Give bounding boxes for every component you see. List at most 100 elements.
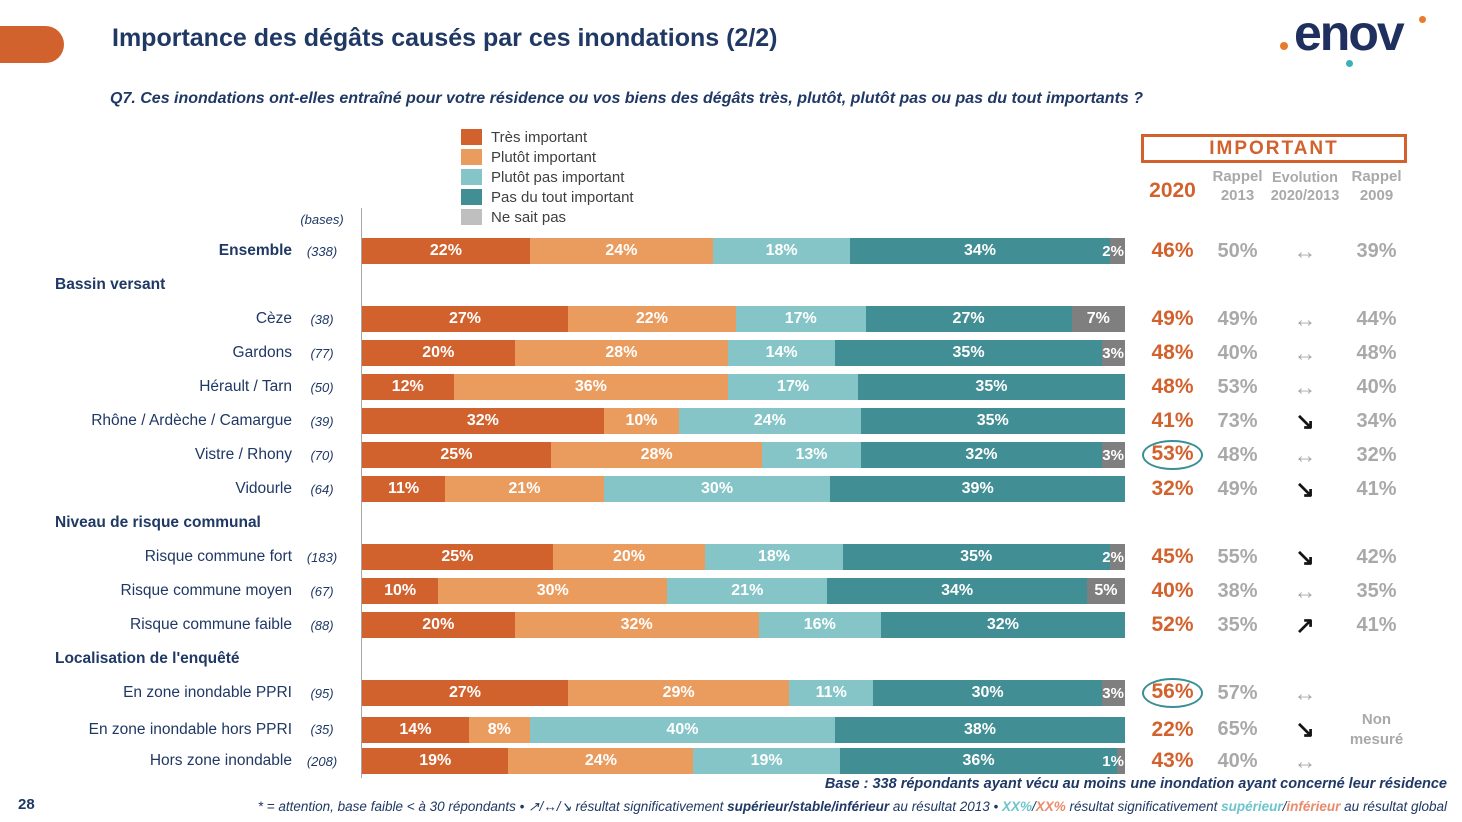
bar-segment: 32% — [860, 442, 1103, 468]
value-2020: 52% — [1151, 613, 1194, 636]
evolution-arrow-icon: ↔ — [1293, 441, 1317, 468]
row-label: Risque commune faible — [130, 616, 292, 633]
summary-col-header: Rappel 2009 — [1340, 168, 1413, 206]
bar-segment: 39% — [830, 476, 1125, 502]
bar-segment: 11% — [789, 680, 874, 706]
evolution-arrow-icon: ↔ — [1293, 339, 1317, 366]
footnote-part: supérieur — [1221, 799, 1283, 814]
bar-segment-label: 21% — [508, 480, 541, 497]
bar-segment-label: 14% — [399, 720, 432, 738]
section-label: Bassin versant — [55, 276, 166, 293]
bar-segment-label: 22% — [635, 310, 668, 327]
bar-segment: 24% — [508, 748, 694, 774]
bar-segment: 25% — [362, 442, 551, 468]
bar-segment: 27% — [362, 680, 568, 706]
bar-segment-label: 34% — [941, 582, 974, 599]
row-base: (95) — [310, 685, 334, 701]
row-label: Ensemble — [218, 242, 292, 259]
evolution-arrow-icon: ↔ — [1293, 237, 1317, 264]
row-base: (64) — [310, 481, 334, 497]
value-rappel-2009: 39% — [1356, 239, 1397, 262]
evolution-arrow-icon: ↘ — [1295, 543, 1315, 570]
value-rappel-2009: 40% — [1356, 375, 1397, 398]
value-rappel-2009: 42% — [1356, 545, 1397, 568]
footnote-part: au résultat 2013 • — [889, 799, 1002, 814]
bar-segment-label: 24% — [584, 752, 617, 769]
row-label: Hors zone inondable — [149, 752, 292, 769]
row-label: Cèze — [255, 310, 292, 327]
bar-segment: 8% — [468, 716, 530, 743]
row-base: (208) — [306, 753, 338, 769]
legend-label: Très important — [491, 128, 588, 146]
legend-swatch-icon — [461, 129, 482, 145]
evolution-arrow-icon: ↔ — [1293, 373, 1317, 400]
evolution-arrow-icon: ↔ — [1293, 679, 1317, 706]
value-rappel-2013: 65% — [1217, 718, 1258, 741]
section-row: Niveau de risque communal — [0, 506, 1462, 540]
bar-segment: 10% — [362, 578, 439, 604]
row-label: Hérault / Tarn — [199, 378, 292, 395]
bar-segment: 25% — [362, 544, 553, 570]
summary-col-header: Rappel 2013 — [1205, 168, 1270, 206]
legend-swatch-icon — [461, 149, 482, 165]
value-2020: 48% — [1151, 375, 1194, 398]
bar-segment: 35% — [842, 544, 1110, 570]
row-base: (35) — [310, 722, 334, 738]
bar-segment: 40% — [529, 716, 836, 743]
row-label: Rhône / Ardèche / Camargue — [91, 412, 292, 429]
value-rappel-2013: 57% — [1217, 681, 1258, 704]
bar-segment-label: 35% — [960, 548, 993, 565]
bar-segment: 35% — [860, 408, 1125, 434]
enov-logo: enov — [1280, 5, 1440, 74]
bar-segment: 20% — [552, 544, 706, 570]
bar-segment-label: 3% — [1102, 446, 1124, 464]
bar-segment-label: 3% — [1102, 684, 1124, 702]
stacked-bar: 27% 22% 17% 27% 7% — [362, 306, 1125, 332]
row-label: Vidourle — [235, 480, 292, 497]
row-base: (77) — [310, 345, 334, 361]
bar-segment-label: 30% — [971, 684, 1004, 701]
bar-segment: 35% — [835, 340, 1103, 366]
stacked-bar: 32% 10% 24% 35% — [362, 408, 1125, 434]
bar-segment-label: 32% — [986, 616, 1019, 633]
stacked-bar: 19% 24% 19% 36% 1% — [362, 748, 1125, 774]
bar-segment-label: 18% — [765, 242, 798, 259]
stacked-bar: 12% 36% 17% 35% — [362, 374, 1125, 400]
bar-segment: 19% — [693, 748, 840, 774]
bar-segment-label: 16% — [803, 616, 836, 633]
bar-segment-label: 8% — [487, 720, 511, 738]
bar-segment: 17% — [735, 306, 866, 332]
bar-segment: 2% — [1102, 544, 1125, 570]
non-mesure-label: Non mesuré — [1349, 711, 1404, 748]
evolution-arrow-icon: ↔ — [1293, 577, 1317, 604]
value-2020: 46% — [1151, 239, 1194, 262]
bar-segment-label: 32% — [466, 412, 499, 429]
stacked-bar: 22% 24% 18% 34% 2% — [362, 238, 1125, 264]
bar-segment: 24% — [679, 408, 861, 434]
bar-segment-label: 2% — [1102, 548, 1124, 566]
bar-segment-label: 32% — [620, 616, 653, 633]
row-label: En zone inondable hors PPRI — [88, 720, 292, 738]
bar-segment: 11% — [362, 476, 446, 502]
row-label: Risque commune fort — [144, 548, 292, 565]
footnote-part: supérieur/stable/inférieur — [727, 799, 890, 814]
chart-row: Vistre / Rhony (70) 25% 28% 13% 32% 3% 53% 48% ↔ 3… — [0, 438, 1462, 472]
bar-segment-label: 27% — [448, 684, 482, 701]
value-rappel-2013: 40% — [1217, 749, 1258, 772]
evolution-arrow-icon: ↔ — [1293, 305, 1317, 332]
footnote-part: résultat significativement — [571, 799, 728, 814]
summary-col-label2: 2009 — [1359, 186, 1394, 204]
footnote-part: résultat significativement — [1065, 799, 1222, 814]
bar-segment-label: 11% — [815, 684, 847, 701]
value-rappel-2009: 48% — [1356, 341, 1397, 364]
legend-swatch-icon — [461, 169, 482, 185]
bar-segment: 18% — [712, 238, 851, 264]
page-number: 28 — [18, 796, 35, 813]
footnote-part: XX% — [1001, 799, 1032, 814]
bar-segment: 12% — [362, 374, 454, 400]
footnote-part: XX% — [1035, 799, 1066, 814]
bar-segment-label: 10% — [384, 582, 417, 599]
bar-segment-label: 29% — [662, 684, 695, 701]
bar-segment: 38% — [835, 716, 1125, 743]
